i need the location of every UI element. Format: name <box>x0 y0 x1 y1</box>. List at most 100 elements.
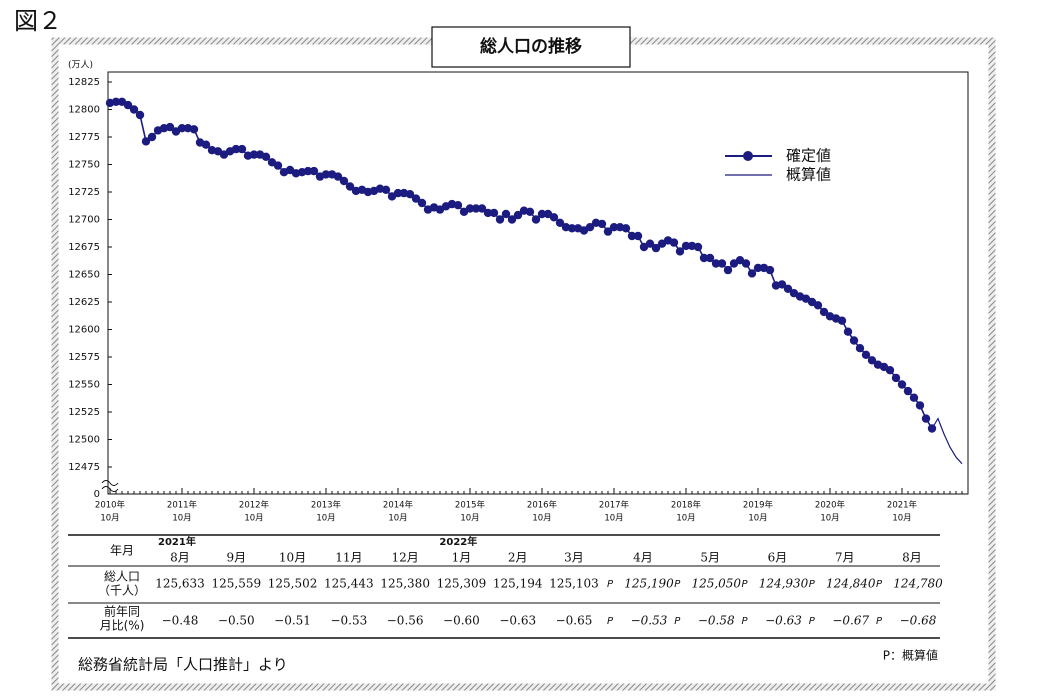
population: 125,309 <box>437 577 487 591</box>
marker <box>111 97 121 107</box>
x-tick-label: 2021年 <box>887 500 918 511</box>
change: −0.67 <box>832 614 869 628</box>
change: −0.50 <box>218 614 255 628</box>
marker <box>471 204 481 213</box>
x-tick-sublabel: 10月 <box>532 514 551 524</box>
axis-break-label: 0 <box>94 489 100 500</box>
provisional-mark: P <box>607 579 614 590</box>
marker <box>603 227 613 236</box>
marker <box>669 238 679 247</box>
month-label: 5月 <box>700 551 720 565</box>
marker <box>609 223 619 232</box>
y-tick-label: 12750 <box>68 160 100 171</box>
title-box <box>431 26 631 68</box>
marker <box>381 185 391 194</box>
marker <box>231 144 241 154</box>
marker <box>129 105 139 114</box>
marker <box>165 122 175 132</box>
legend-label: 概算値 <box>786 166 831 184</box>
population: 125,443 <box>324 577 374 591</box>
marker <box>321 170 331 179</box>
x-tick-sublabel: 10月 <box>892 514 911 524</box>
source: 総務省統計局「人口推計」より <box>78 656 288 674</box>
marker <box>849 336 859 345</box>
marker <box>237 144 247 154</box>
marker <box>711 259 721 268</box>
table-header: 年月 <box>110 544 134 558</box>
x-tick-sublabel: 10月 <box>316 514 335 524</box>
y-tick-label: 12675 <box>68 242 100 253</box>
y-tick-label: 12475 <box>68 462 100 473</box>
marker <box>681 241 691 251</box>
marker <box>765 265 775 275</box>
row-label: 月比(%) <box>100 619 145 633</box>
marker <box>903 386 913 396</box>
y-tick-label: 12825 <box>68 77 100 88</box>
marker <box>147 132 157 142</box>
marker <box>507 215 517 224</box>
y-tick-label: 12625 <box>68 297 100 308</box>
marker <box>723 265 733 275</box>
marker <box>465 204 475 213</box>
marker <box>483 208 493 218</box>
marker <box>921 414 931 423</box>
y-unit: (万人) <box>68 60 93 71</box>
y-tick-label: 12700 <box>68 215 100 226</box>
row-label: 前年同 <box>104 604 140 619</box>
marker <box>495 215 505 224</box>
marker <box>585 223 595 232</box>
month-label: 10月 <box>279 551 306 565</box>
population: 125,633 <box>155 577 205 591</box>
provisional-mark: P <box>809 579 816 590</box>
change: −0.51 <box>274 614 311 628</box>
change: −0.63 <box>765 614 802 628</box>
month-label: 6月 <box>768 551 788 565</box>
y-tick-label: 12775 <box>68 132 100 143</box>
marker <box>489 208 499 218</box>
marker <box>531 215 541 224</box>
x-tick-sublabel: 10月 <box>820 514 839 524</box>
change: −0.63 <box>499 614 536 628</box>
month-label: 3月 <box>564 551 584 565</box>
marker <box>633 231 643 241</box>
x-tick-label: 2010年 <box>95 500 126 511</box>
marker <box>699 253 709 263</box>
marker <box>783 284 793 293</box>
y-tick-label: 12575 <box>68 352 100 363</box>
change: −0.58 <box>698 614 735 628</box>
x-tick-label: 2014年 <box>383 500 414 511</box>
month-label: 8月 <box>902 551 922 565</box>
marker <box>135 110 145 120</box>
marker <box>693 242 703 252</box>
x-tick-label: 2019年 <box>743 500 774 511</box>
marker <box>141 137 151 146</box>
population: 125,380 <box>380 577 430 591</box>
marker <box>747 269 757 278</box>
month-label: 2月 <box>508 551 528 565</box>
change: −0.60 <box>443 614 480 628</box>
x-tick-label: 2011年 <box>167 500 198 511</box>
provisional-mark: P <box>876 616 883 627</box>
footnote: P：概算値 <box>883 648 938 663</box>
marker <box>411 194 421 203</box>
marker <box>333 172 343 181</box>
marker <box>201 140 211 149</box>
population: 125,190 <box>624 577 674 591</box>
x-tick-sublabel: 10月 <box>100 514 119 524</box>
plot-area <box>107 71 969 495</box>
x-tick-sublabel: 10月 <box>604 514 623 524</box>
marker <box>717 259 727 268</box>
marker <box>621 224 631 233</box>
marker <box>177 124 187 133</box>
year-label: 2021年 <box>158 535 196 548</box>
marker <box>273 161 283 170</box>
marker <box>855 344 865 353</box>
marker <box>861 350 871 359</box>
population: 125,559 <box>211 577 261 591</box>
change: −0.48 <box>162 614 199 628</box>
chart-title: 総人口の推移 <box>480 36 582 57</box>
marker <box>843 327 853 336</box>
population: 125,194 <box>493 577 543 591</box>
marker <box>675 247 685 256</box>
marker <box>651 243 661 253</box>
